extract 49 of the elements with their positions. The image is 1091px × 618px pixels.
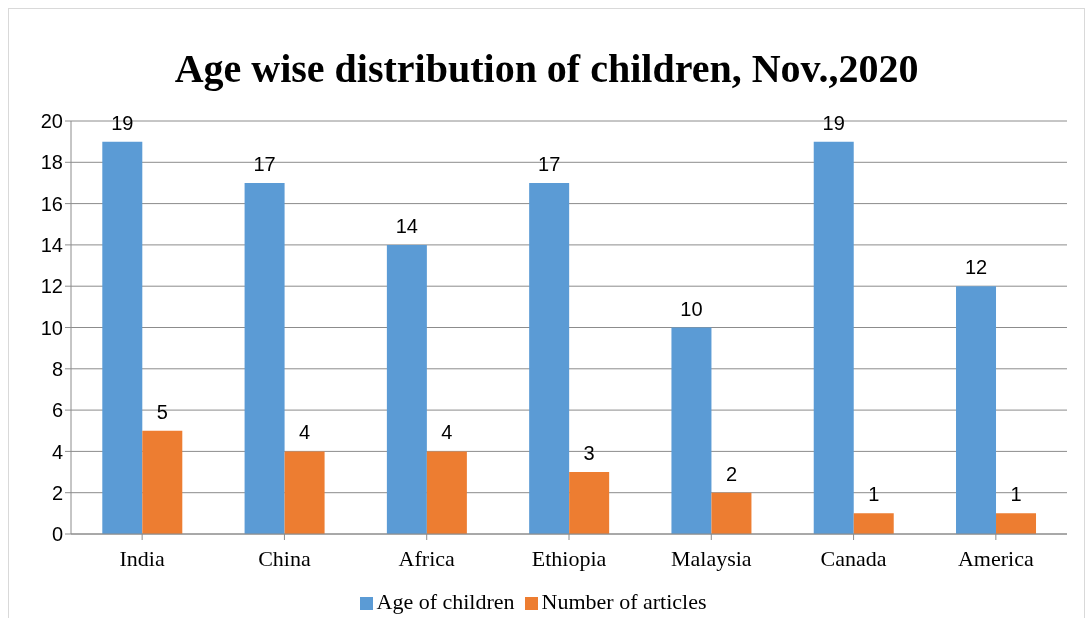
y-tick-label: 0 (51, 523, 63, 546)
bar (142, 430, 183, 534)
legend-label: Number of articles (541, 589, 707, 614)
data-label: 4 (441, 421, 453, 444)
data-label: 17 (253, 152, 276, 175)
bar (569, 472, 610, 534)
bar (284, 451, 325, 534)
x-tick-label: India (119, 545, 165, 571)
y-tick-label: 20 (40, 110, 63, 133)
x-tick-label: Malaysia (670, 545, 752, 571)
y-tick-label: 8 (51, 357, 63, 380)
bar (671, 327, 712, 534)
legend-label: Age of children (376, 589, 515, 614)
data-label: 10 (680, 297, 703, 320)
y-tick-label: 10 (40, 316, 63, 339)
data-label: 4 (299, 421, 311, 444)
data-label: 12 (964, 256, 988, 279)
data-label: 5 (156, 400, 168, 423)
x-tick-label: Ethiopia (531, 545, 607, 571)
bar (996, 513, 1037, 534)
bar (853, 513, 894, 534)
bar (529, 182, 570, 534)
x-tick-label: Canada (820, 545, 887, 571)
data-label: 19 (111, 111, 134, 134)
bar (813, 141, 854, 534)
data-label: 19 (822, 111, 845, 134)
y-tick-label: 2 (51, 481, 63, 504)
y-tick-label: 4 (51, 440, 63, 463)
chart-title: Age wise distribution of children, Nov.,2020 (173, 45, 920, 93)
bar (244, 182, 285, 534)
y-tick-label: 18 (40, 151, 63, 174)
x-tick-label: China (258, 545, 311, 571)
data-label: 17 (538, 152, 561, 175)
data-label: 3 (583, 442, 595, 465)
y-tick-label: 14 (40, 234, 63, 256)
y-tick-label: 16 (40, 192, 63, 215)
y-tick-label: 12 (40, 275, 63, 298)
data-label: 2 (725, 462, 738, 485)
bar (386, 244, 427, 534)
bar (426, 451, 467, 534)
bar (956, 286, 997, 534)
y-tick-label: 6 (51, 399, 63, 422)
bar (711, 492, 752, 534)
x-tick-label: America (957, 545, 1034, 571)
x-tick-label: Africa (398, 545, 456, 571)
data-label: 1 (1010, 483, 1022, 506)
bar (102, 141, 143, 534)
data-label: 14 (395, 214, 418, 237)
data-label: 1 (868, 483, 880, 506)
